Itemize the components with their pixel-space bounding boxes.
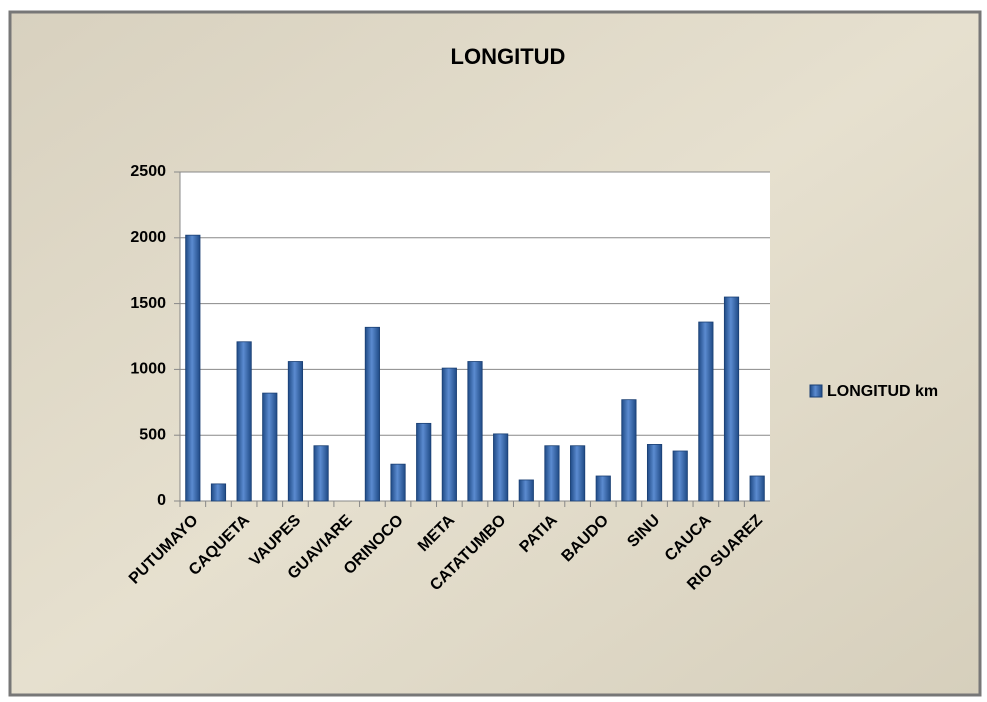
y-tick-label: 0	[157, 492, 166, 509]
y-tick-label: 500	[139, 426, 166, 443]
legend-swatch	[809, 384, 823, 398]
bar	[262, 392, 278, 502]
bar	[698, 321, 714, 502]
bar	[185, 234, 201, 502]
bar	[364, 326, 380, 502]
bar	[416, 422, 432, 502]
y-tick-label: 1000	[130, 361, 166, 378]
bar	[749, 475, 765, 502]
bar	[570, 445, 586, 502]
y-tick-label: 2500	[130, 163, 166, 180]
chart-title: LONGITUD	[451, 44, 566, 69]
bar	[493, 433, 509, 502]
bar	[672, 450, 688, 502]
bar	[287, 361, 304, 502]
bar	[210, 483, 227, 502]
bar	[595, 475, 611, 502]
bar	[621, 399, 637, 502]
bar	[467, 361, 483, 502]
bar	[544, 445, 560, 502]
bar	[518, 479, 534, 502]
bar	[313, 445, 329, 502]
y-tick-label: 1500	[130, 295, 166, 312]
legend-label: LONGITUD km	[827, 383, 938, 400]
bar	[236, 341, 252, 502]
bar	[646, 444, 663, 502]
bar	[723, 296, 740, 502]
y-tick-label: 2000	[130, 229, 166, 246]
bar	[441, 367, 457, 502]
bar	[390, 463, 406, 502]
